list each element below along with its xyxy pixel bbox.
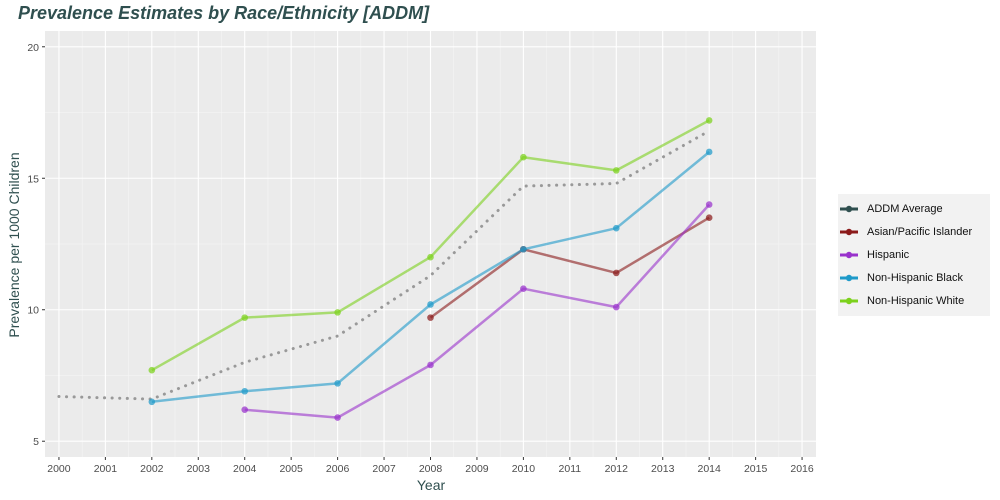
x-tick-label: 2006 [326, 463, 350, 475]
data-point-hispanic [520, 285, 527, 293]
data-point-hispanic [705, 201, 713, 208]
y-tick-label: 20 [27, 42, 39, 54]
legend-label: Non-Hispanic Black [867, 272, 963, 284]
x-tick-label: 2002 [140, 463, 164, 475]
legend-item-hispanic[interactable]: Hispanic [838, 247, 990, 265]
x-tick-label: 2011 [559, 463, 582, 475]
series-line-addm-average [57, 129, 711, 401]
x-tick-label: 2001 [94, 463, 118, 475]
x-tick-label: 2008 [419, 463, 443, 475]
data-point-non-hispanic-black [520, 245, 527, 253]
legend-key-addm-average [840, 205, 858, 213]
y-tick-label: 10 [27, 305, 39, 317]
legend-item-non-hispanic-white[interactable]: Non-Hispanic White [838, 293, 990, 311]
legend-key-non-hispanic-black [840, 274, 858, 282]
data-point-non-hispanic-black [612, 224, 620, 232]
y-tick-label: 5 [33, 436, 39, 448]
legend-item-asian-pacific-islander[interactable]: Asian/Pacific Islander [838, 224, 990, 242]
x-tick-label: 2000 [47, 463, 71, 475]
x-tick-label: 2014 [697, 463, 721, 475]
data-point-hispanic [612, 303, 620, 311]
legend-label: ADDM Average [867, 203, 943, 215]
x-tick-label: 2005 [279, 463, 303, 475]
series-line-asian-pacific-islander [429, 216, 710, 319]
x-tick-label: 2004 [233, 463, 257, 475]
legend-label: Non-Hispanic White [867, 295, 965, 307]
y-tick-label: 15 [27, 173, 39, 185]
legend-label: Asian/Pacific Islander [867, 226, 973, 238]
data-point-hispanic [334, 414, 341, 421]
data-point-non-hispanic-white [148, 366, 156, 374]
data-point-asian-pacific-islander [705, 214, 713, 222]
data-point-non-hispanic-white [612, 167, 620, 174]
data-point-non-hispanic-black [705, 148, 713, 156]
legend-key-asian-pacific-islander [840, 228, 858, 236]
legend: ADDM Average Asian/Pacific Islander Hisp… [838, 194, 990, 316]
data-point-non-hispanic-black [427, 301, 434, 308]
data-point-non-hispanic-white [427, 253, 434, 261]
legend-item-addm-average[interactable]: ADDM Average [838, 201, 990, 219]
x-axis-label: Year [416, 477, 446, 493]
legend-item-non-hispanic-black[interactable]: Non-Hispanic Black [838, 270, 990, 288]
data-point-non-hispanic-black [334, 380, 341, 387]
x-tick-label: 2009 [465, 463, 489, 475]
x-tick-label: 2013 [651, 463, 675, 475]
data-point-non-hispanic-white [705, 117, 713, 124]
legend-label: Hispanic [867, 249, 910, 261]
x-tick-label: 2010 [512, 463, 536, 475]
x-tick-label: 2016 [790, 463, 814, 475]
data-point-non-hispanic-black [148, 398, 156, 406]
chart-title: Prevalence Estimates by Race/Ethnicity [… [18, 3, 430, 23]
series-line-hispanic [244, 203, 711, 419]
data-point-non-hispanic-white [334, 309, 341, 316]
x-tick-label: 2007 [372, 463, 396, 475]
data-point-asian-pacific-islander [427, 314, 434, 321]
x-tick-label: 2003 [187, 463, 211, 475]
data-point-non-hispanic-white [241, 314, 249, 321]
data-point-hispanic [427, 361, 434, 369]
x-tick-label: 2015 [744, 463, 768, 475]
legend-key-hispanic [840, 251, 858, 259]
data-point-non-hispanic-black [241, 387, 249, 395]
data-point-non-hispanic-white [520, 153, 527, 161]
legend-key-non-hispanic-white [840, 297, 858, 305]
data-point-hispanic [241, 406, 249, 413]
x-tick-label: 2012 [605, 463, 629, 475]
data-point-asian-pacific-islander [612, 269, 620, 277]
